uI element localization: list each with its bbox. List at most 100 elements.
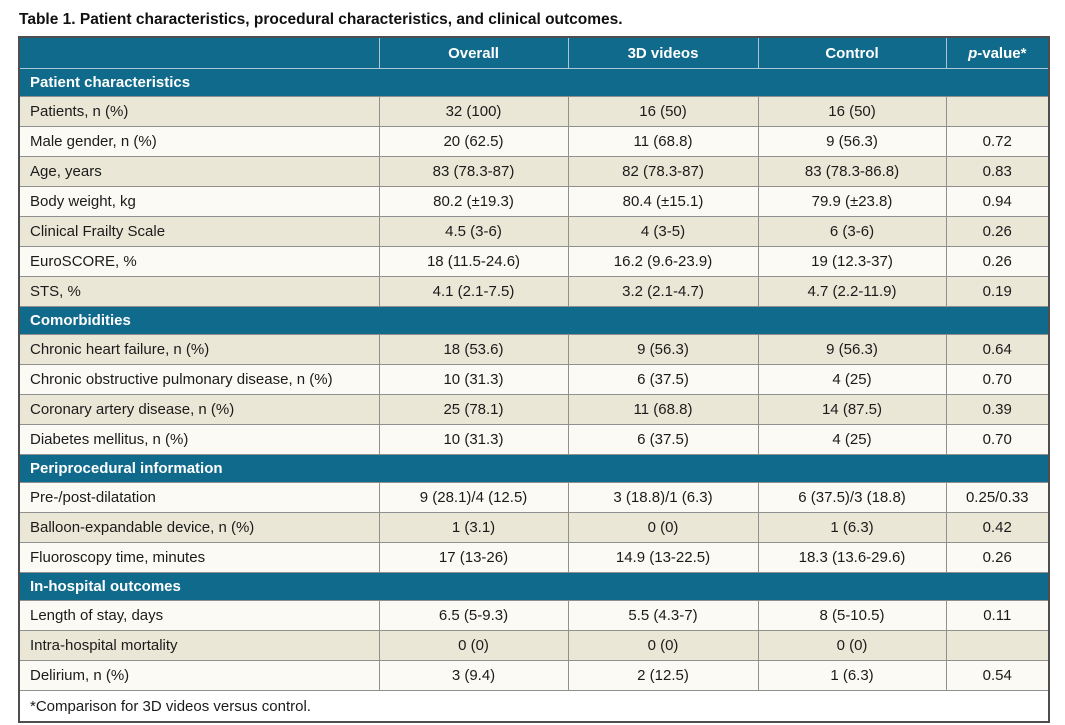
table-title: Table 1. Patient characteristics, proced… — [19, 11, 623, 28]
videos-value-cell: 9 (56.3) — [567, 334, 759, 365]
overall-value-cell: 20 (62.5) — [378, 126, 569, 157]
videos-value-cell: 16.2 (9.6-23.9) — [567, 246, 759, 277]
section-header: In-hospital outcomes — [19, 572, 1049, 601]
overall-value-cell: 18 (53.6) — [378, 334, 569, 365]
p-value-cell: 0.54 — [945, 660, 1050, 691]
p-value-cell: 0.26 — [945, 216, 1050, 247]
footnote: *Comparison for 3D videos versus control… — [18, 690, 1050, 723]
videos-value-cell: 2 (12.5) — [567, 660, 759, 691]
overall-value-cell: 1 (3.1) — [378, 512, 569, 543]
control-value-cell: 9 (56.3) — [757, 126, 947, 157]
table-row: Fluoroscopy time, minutes 17 (13-26) 14.9 … — [18, 542, 1050, 573]
row-label-cell: Age, years — [18, 156, 380, 187]
control-value-cell: 6 (37.5)/3 (18.8) — [757, 482, 947, 513]
table-row: Balloon-expandable device, n (%) 1 (3.1) 0… — [18, 512, 1050, 543]
p-value-cell: 0.83 — [945, 156, 1050, 187]
control-value-cell: 79.9 (±23.8) — [757, 186, 947, 217]
overall-value-cell: 80.2 (±19.3) — [378, 186, 569, 217]
videos-value-cell: 6 (37.5) — [567, 424, 759, 455]
control-value-cell: 19 (12.3-37) — [757, 246, 947, 277]
videos-value-cell: 11 (68.8) — [567, 394, 759, 425]
table-row: Chronic obstructive pulmonary disease, n… — [18, 364, 1050, 395]
overall-value-cell: 3 (9.4) — [378, 660, 569, 691]
column-header-3d-videos: 3D videos — [568, 37, 759, 69]
overall-value-cell: 83 (78.3-87) — [378, 156, 569, 187]
p-value-italic-p: p — [968, 44, 978, 62]
control-value-cell: 16 (50) — [757, 96, 947, 127]
videos-value-cell: 0 (0) — [567, 630, 759, 661]
row-label-cell: Diabetes mellitus, n (%) — [18, 424, 380, 455]
p-value-cell: 0.39 — [945, 394, 1050, 425]
videos-value-cell: 3 (18.8)/1 (6.3) — [567, 482, 759, 513]
row-label-cell: Delirium, n (%) — [18, 660, 380, 691]
p-value-cell: 0.42 — [945, 512, 1050, 543]
table-row: STS, % 4.1 (2.1-7.5) 3.2 (2.1-4.7) 4.7 (2.2… — [18, 276, 1050, 307]
table-row: Pre-/post-dilatation 9 (28.1)/4 (12.5) 3 (… — [18, 482, 1050, 513]
column-header-control: Control — [758, 37, 947, 69]
control-value-cell: 4.7 (2.2-11.9) — [757, 276, 947, 307]
p-value-rest: -value* — [977, 44, 1027, 62]
row-label-cell: Body weight, kg — [18, 186, 380, 217]
videos-value-cell: 14.9 (13-22.5) — [567, 542, 759, 573]
row-label-cell: Length of stay, days — [18, 600, 380, 631]
overall-value-cell: 17 (13-26) — [378, 542, 569, 573]
control-value-cell: 6 (3-6) — [757, 216, 947, 247]
videos-value-cell: 4 (3-5) — [567, 216, 759, 247]
section-header-row: Patient characteristics — [19, 68, 1049, 97]
p-value-cell — [945, 96, 1050, 127]
table-row: Intra-hospital mortality 0 (0) 0 (0) 0 (0) — [18, 630, 1050, 661]
p-value-cell: 0.94 — [945, 186, 1050, 217]
table-row: Coronary artery disease, n (%) 25 (78.1) 1… — [18, 394, 1050, 425]
p-value-cell: 0.19 — [945, 276, 1050, 307]
overall-value-cell: 0 (0) — [378, 630, 569, 661]
control-value-cell: 9 (56.3) — [757, 334, 947, 365]
p-value-cell: 0.11 — [945, 600, 1050, 631]
column-header-p-value: p-value* — [946, 37, 1050, 69]
row-label-cell: Male gender, n (%) — [18, 126, 380, 157]
p-value-cell: 0.26 — [945, 246, 1050, 277]
control-value-cell: 14 (87.5) — [757, 394, 947, 425]
table-row: EuroSCORE, % 18 (11.5-24.6) 16.2 (9.6-23.9… — [18, 246, 1050, 277]
row-label-cell: Intra-hospital mortality — [18, 630, 380, 661]
table-row: Age, years 83 (78.3-87) 82 (78.3-87) 83 (78… — [18, 156, 1050, 187]
row-label-cell: Fluoroscopy time, minutes — [18, 542, 380, 573]
overall-value-cell: 4.1 (2.1-7.5) — [378, 276, 569, 307]
section-header-row: Comorbidities — [19, 306, 1049, 335]
videos-value-cell: 11 (68.8) — [567, 126, 759, 157]
control-value-cell: 18.3 (13.6-29.6) — [757, 542, 947, 573]
control-value-cell: 0 (0) — [757, 630, 947, 661]
p-value-cell: 0.70 — [945, 364, 1050, 395]
p-value-cell: 0.26 — [945, 542, 1050, 573]
overall-value-cell: 10 (31.3) — [378, 364, 569, 395]
table-row: Diabetes mellitus, n (%) 10 (31.3) 6 (37.5… — [18, 424, 1050, 455]
row-label-cell: Balloon-expandable device, n (%) — [18, 512, 380, 543]
p-value-cell: 0.64 — [945, 334, 1050, 365]
table-row: Length of stay, days 6.5 (5-9.3) 5.5 (4.3-… — [18, 600, 1050, 631]
table-row: Delirium, n (%) 3 (9.4) 2 (12.5) 1 (6.3) 0.5… — [18, 660, 1050, 691]
section-header-row: In-hospital outcomes — [19, 572, 1049, 601]
videos-value-cell: 3.2 (2.1-4.7) — [567, 276, 759, 307]
control-value-cell: 4 (25) — [757, 364, 947, 395]
section-header-row: Periprocedural information — [19, 454, 1049, 483]
row-label-cell: EuroSCORE, % — [18, 246, 380, 277]
row-label-cell: Clinical Frailty Scale — [18, 216, 380, 247]
videos-value-cell: 0 (0) — [567, 512, 759, 543]
row-label-cell: Pre-/post-dilatation — [18, 482, 380, 513]
overall-value-cell: 18 (11.5-24.6) — [378, 246, 569, 277]
overall-value-cell: 32 (100) — [378, 96, 569, 127]
overall-value-cell: 25 (78.1) — [378, 394, 569, 425]
table-row: Body weight, kg 80.2 (±19.3) 80.4 (±15.1) 7… — [18, 186, 1050, 217]
table-row: Patients, n (%) 32 (100) 16 (50) 16 (50) — [18, 96, 1050, 127]
videos-value-cell: 80.4 (±15.1) — [567, 186, 759, 217]
control-value-cell: 1 (6.3) — [757, 660, 947, 691]
row-label-cell: STS, % — [18, 276, 380, 307]
column-header-overall: Overall — [379, 37, 569, 69]
p-value-cell: 0.25/0.33 — [945, 482, 1050, 513]
videos-value-cell: 5.5 (4.3-7) — [567, 600, 759, 631]
videos-value-cell: 6 (37.5) — [567, 364, 759, 395]
p-value-cell — [945, 630, 1050, 661]
overall-value-cell: 10 (31.3) — [378, 424, 569, 455]
patient-characteristics-table: Overall 3D videos Control p-value* Patie… — [18, 36, 1050, 723]
table-row: Clinical Frailty Scale 4.5 (3-6) 4 (3-5) 6 … — [18, 216, 1050, 247]
p-value-cell: 0.72 — [945, 126, 1050, 157]
